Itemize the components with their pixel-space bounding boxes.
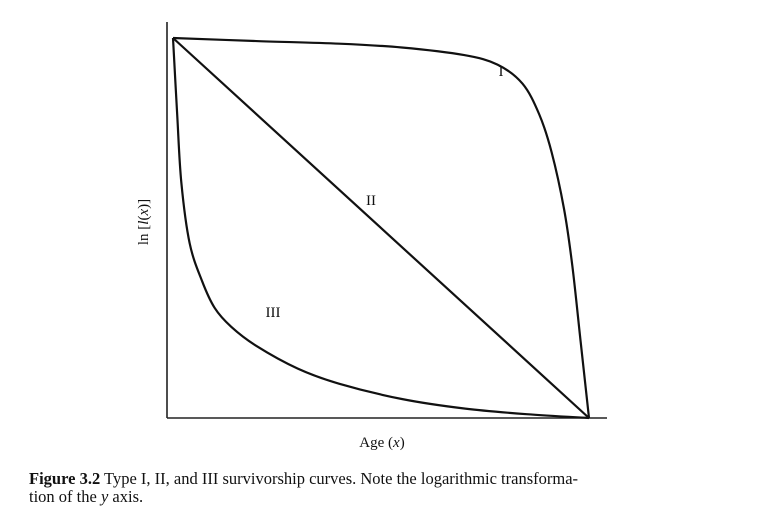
survivorship-curve-type-2 — [172, 37, 590, 419]
curve-label-type-1: I — [499, 64, 504, 80]
curve-label-type-2: II — [366, 193, 376, 209]
curve-label-type-3: III — [266, 305, 281, 321]
caption-line-2: tion of the y axis. — [29, 487, 144, 506]
caption-line-1: Type I, II, and III survivorship curves.… — [104, 469, 579, 488]
survivorship-curve-type-3 — [171, 37, 590, 420]
figure-caption: Figure 3.2 Type I, II, and III survivors… — [29, 470, 749, 506]
x-axis-label: Age (x) — [359, 435, 404, 451]
y-axis-label: ln [l(x)] — [136, 199, 152, 245]
survivorship-curve-type-1 — [172, 36, 591, 419]
figure-number: Figure 3.2 — [29, 469, 101, 488]
